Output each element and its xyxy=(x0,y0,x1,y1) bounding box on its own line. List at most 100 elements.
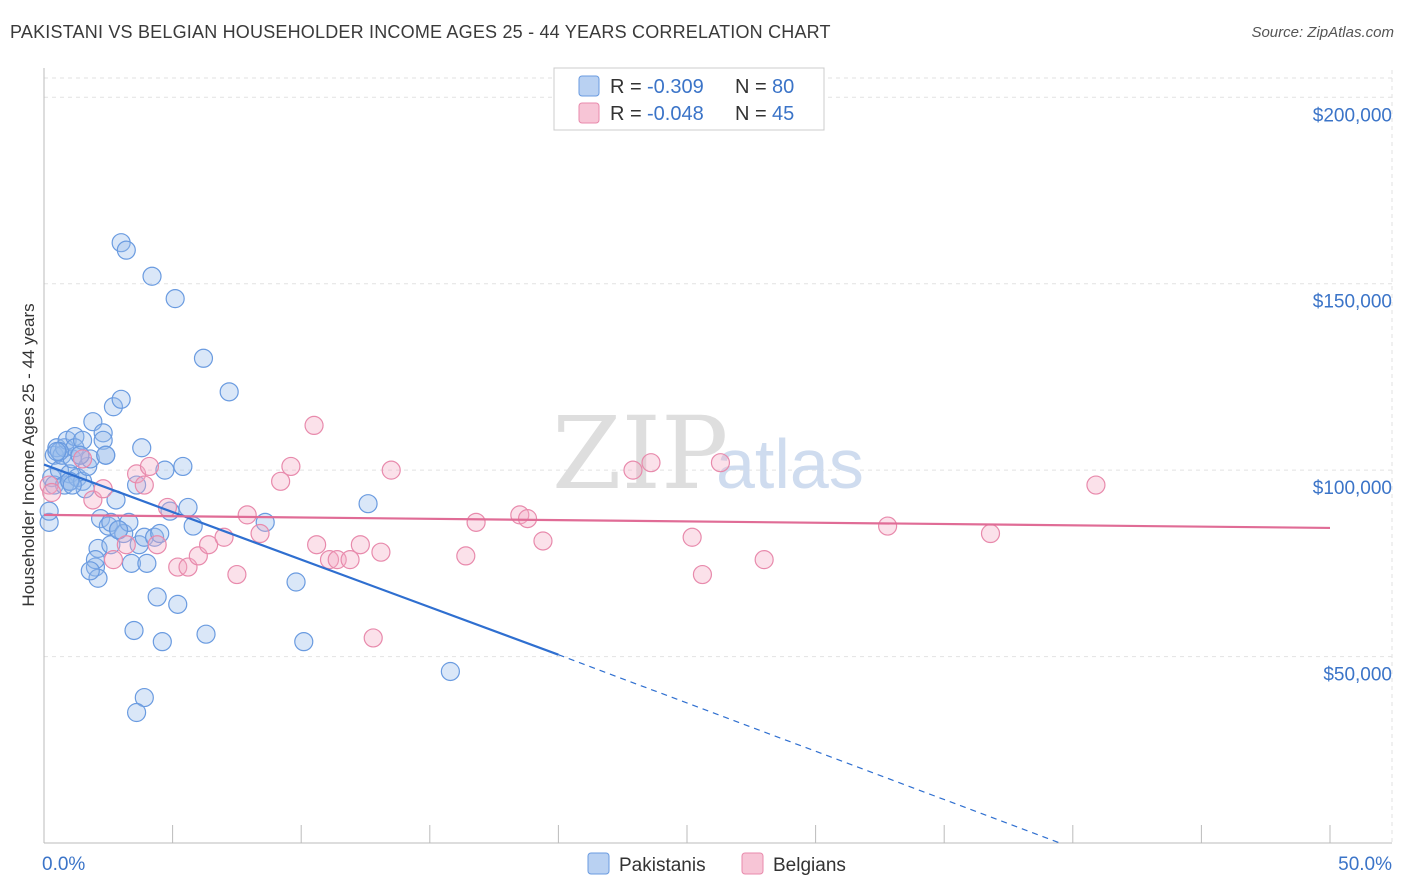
point-pakistanis-32 xyxy=(101,535,121,555)
point-belgians-36 xyxy=(623,460,643,480)
point-belgians-44 xyxy=(1086,475,1106,495)
point-belgians-20 xyxy=(271,471,291,491)
point-belgians-6 xyxy=(116,535,136,555)
point-pakistanis-0 xyxy=(39,512,59,532)
point-pakistanis-40 xyxy=(119,512,139,532)
legend-r-label-1: R = xyxy=(610,103,642,125)
point-belgians-0 xyxy=(39,475,59,495)
series-label-pakistanis: Pakistanis xyxy=(619,855,706,876)
point-pakistanis-39 xyxy=(116,240,136,260)
watermark-atlas: atlas xyxy=(716,425,864,503)
source-label: Source: ZipAtlas.com xyxy=(1251,24,1394,41)
point-pakistanis-67 xyxy=(108,520,129,540)
point-pakistanis-1 xyxy=(39,501,59,521)
point-pakistanis-41 xyxy=(121,553,142,573)
point-pakistanis-51 xyxy=(152,632,172,652)
point-belgians-9 xyxy=(139,456,160,477)
point-pakistanis-68 xyxy=(111,389,131,409)
point-pakistanis-60 xyxy=(193,348,214,368)
point-pakistanis-79 xyxy=(96,445,116,465)
point-pakistanis-64 xyxy=(294,632,314,652)
point-pakistanis-34 xyxy=(103,397,124,417)
point-belgians-18 xyxy=(237,505,257,525)
point-pakistanis-49 xyxy=(147,587,167,607)
point-belgians-41 xyxy=(754,550,774,570)
watermark-zip: ZIP xyxy=(552,395,728,512)
series-swatch-pakistanis xyxy=(587,852,610,875)
point-pakistanis-48 xyxy=(144,527,165,547)
point-belgians-31 xyxy=(456,546,476,566)
point-belgians-15 xyxy=(199,535,219,555)
legend-swatch-belgians xyxy=(578,102,600,124)
point-belgians-30 xyxy=(381,460,401,480)
data-points xyxy=(39,233,1106,723)
point-pakistanis-22 xyxy=(80,449,100,469)
point-belgians-32 xyxy=(466,512,486,532)
point-belgians-38 xyxy=(682,527,702,547)
point-belgians-26 xyxy=(340,550,360,570)
y-tick-label-2: $150,000 xyxy=(1313,292,1392,313)
point-belgians-5 xyxy=(103,550,124,570)
point-belgians-2 xyxy=(72,449,93,469)
trend-belgians xyxy=(43,513,1331,530)
point-pakistanis-74 xyxy=(134,687,154,708)
point-pakistanis-78 xyxy=(62,475,82,495)
x-tick-labels: 0.0% 50.0% xyxy=(42,854,1392,875)
legend-n-label-0: N = xyxy=(735,76,767,98)
point-pakistanis-52 xyxy=(155,460,175,480)
point-pakistanis-56 xyxy=(173,456,193,477)
point-pakistanis-63 xyxy=(286,572,306,592)
point-belgians-37 xyxy=(641,453,661,473)
point-belgians-22 xyxy=(307,535,327,555)
point-belgians-21 xyxy=(281,456,301,477)
point-pakistanis-66 xyxy=(440,661,460,682)
point-belgians-8 xyxy=(134,475,154,495)
trend-pakistanis-extension xyxy=(558,654,1061,844)
point-pakistanis-27 xyxy=(90,509,111,529)
point-pakistanis-29 xyxy=(93,430,113,450)
point-belgians-42 xyxy=(878,516,898,536)
point-pakistanis-55 xyxy=(168,594,188,614)
point-belgians-35 xyxy=(533,531,553,551)
axes xyxy=(43,68,1392,844)
trend-lines xyxy=(43,463,1331,844)
point-belgians-23 xyxy=(304,415,324,435)
point-belgians-40 xyxy=(710,453,731,473)
point-pakistanis-54 xyxy=(165,289,185,309)
point-pakistanis-42 xyxy=(126,475,147,495)
point-belgians-12 xyxy=(168,557,188,577)
point-pakistanis-46 xyxy=(137,553,157,573)
point-belgians-19 xyxy=(250,523,270,544)
x-tick-label-0: 0.0% xyxy=(42,854,85,875)
point-pakistanis-65 xyxy=(358,494,378,514)
legend-n-value-0: 80 xyxy=(772,76,794,98)
correlation-legend: R = -0.309 N = 80 R = -0.048 N = 45 xyxy=(553,67,825,131)
chart-title: PAKISTANI VS BELGIAN HOUSEHOLDER INCOME … xyxy=(10,22,831,42)
point-pakistanis-18 xyxy=(72,430,93,450)
point-pakistanis-77 xyxy=(47,441,67,462)
grid-lines xyxy=(44,70,1393,843)
point-belgians-1 xyxy=(42,482,62,503)
point-belgians-39 xyxy=(692,564,713,585)
legend-r-value-1: -0.048 xyxy=(647,103,704,125)
point-belgians-24 xyxy=(319,550,340,570)
legend-r-label-0: R = xyxy=(610,76,642,98)
point-belgians-10 xyxy=(147,535,167,555)
y-tick-label-1: $100,000 xyxy=(1313,478,1392,499)
trend-pakistanis xyxy=(43,463,559,656)
point-pakistanis-38 xyxy=(114,523,134,544)
point-belgians-34 xyxy=(517,509,538,529)
point-pakistanis-26 xyxy=(88,538,108,559)
point-pakistanis-57 xyxy=(178,497,198,518)
point-pakistanis-47 xyxy=(142,266,162,286)
point-pakistanis-44 xyxy=(132,438,152,458)
x-tick-label-1: 50.0% xyxy=(1338,854,1392,875)
point-pakistanis-24 xyxy=(85,557,106,577)
point-pakistanis-28 xyxy=(93,423,113,443)
point-belgians-43 xyxy=(980,523,1001,544)
watermark: ZIP atlas xyxy=(552,395,864,512)
point-belgians-17 xyxy=(227,564,247,585)
point-pakistanis-50 xyxy=(150,523,170,544)
y-tick-label-0: $50,000 xyxy=(1323,665,1392,686)
